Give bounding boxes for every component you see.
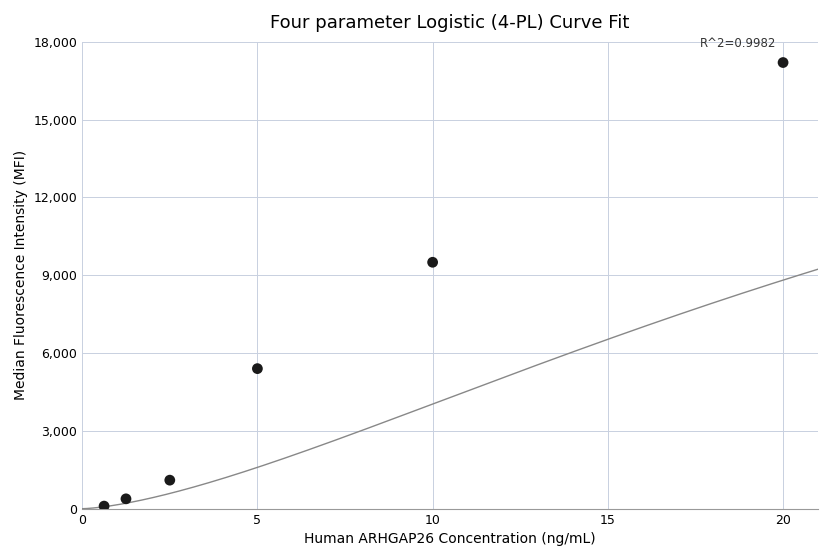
- Point: [776, 58, 790, 67]
- Point: [119, 494, 132, 503]
- Text: R^2=0.9982: R^2=0.9982: [700, 36, 776, 49]
- Y-axis label: Median Fluorescence Intensity (MFI): Median Fluorescence Intensity (MFI): [14, 150, 28, 400]
- Point: [97, 502, 111, 511]
- Point: [250, 364, 264, 373]
- X-axis label: Human ARHGAP26 Concentration (ng/mL): Human ARHGAP26 Concentration (ng/mL): [305, 532, 596, 546]
- Point: [163, 475, 176, 484]
- Point: [426, 258, 439, 267]
- Title: Four parameter Logistic (4-PL) Curve Fit: Four parameter Logistic (4-PL) Curve Fit: [270, 14, 630, 32]
